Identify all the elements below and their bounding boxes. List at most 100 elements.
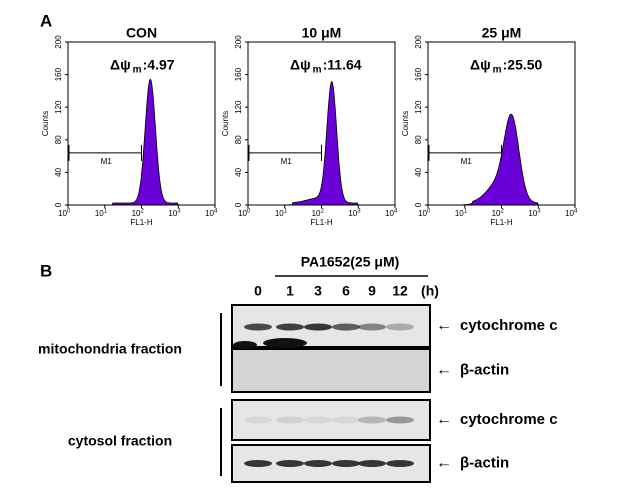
y-tick-label: 120 [234,100,243,114]
band [332,323,360,331]
y-tick-label: 40 [54,167,63,176]
y-tick-label: 0 [234,202,243,207]
band-label: cytochrome c [460,317,558,334]
gate-label: M1 [101,157,113,166]
delta-psi-subscript: m [313,65,322,76]
x-tick-exponent: 4 [394,209,398,215]
delta-psi-value: :25.50 [503,57,543,73]
x-tick-base: 10 [168,209,177,218]
y-axis-label: Counts [41,111,50,136]
y-tick-label: 200 [414,35,423,49]
band [276,460,304,467]
histogram [68,78,215,206]
delta-psi: Δψ [470,57,491,73]
arrow: ← [436,362,452,379]
x-tick-base: 10 [418,209,427,218]
y-tick-label: 120 [54,100,63,114]
x-tick-exponent: 3 [357,209,361,215]
y-tick-label: 0 [414,202,423,207]
panel-label: B [40,261,52,280]
x-tick-exponent: 1 [464,209,468,215]
timepoint: 0 [254,283,262,299]
x-tick-exponent: 4 [574,209,578,215]
y-axis-label: Counts [401,111,410,136]
x-tick-base: 10 [565,209,574,218]
arrow: ← [436,317,452,334]
band [276,323,304,331]
x-tick-exponent: 0 [67,209,71,215]
band [332,416,360,424]
plot-title: 10 μM [302,25,342,41]
timepoint: 3 [314,283,322,299]
x-tick-exponent: 0 [427,209,431,215]
timepoint: 9 [368,283,376,299]
y-tick-label: 80 [54,135,63,144]
x-axis-label: FL1-H [130,218,152,227]
x-tick-exponent: 2 [141,209,145,215]
gate-label: M1 [281,157,293,166]
x-tick-base: 10 [275,209,284,218]
band [304,460,332,467]
fraction-label: mitochondria fraction [38,341,182,357]
timepoint: 1 [286,283,294,299]
band [304,323,332,331]
y-tick-label: 200 [234,35,243,49]
x-tick-base: 10 [132,209,141,218]
y-tick-label: 160 [414,67,423,81]
band [276,416,304,424]
y-tick-label: 80 [234,135,243,144]
x-tick-exponent: 4 [214,209,218,215]
band [244,460,272,467]
x-tick-exponent: 1 [104,209,108,215]
blot [231,399,431,441]
x-tick-base: 10 [312,209,321,218]
band [358,323,386,331]
fraction-label: cytosol fraction [68,433,172,449]
band-label: β-actin [460,361,509,378]
time-unit: (h) [421,283,439,299]
plot-title: 25 μM [482,25,522,41]
y-tick-label: 200 [54,35,63,49]
x-tick-base: 10 [238,209,247,218]
delta-psi-subscript: m [133,65,142,76]
band-label: cytochrome c [460,411,558,428]
smear [263,338,307,348]
band [244,323,272,331]
x-tick-exponent: 2 [501,209,505,215]
band [332,460,360,467]
band-label: β-actin [460,454,509,471]
band [304,416,332,424]
band [358,416,386,424]
band [358,460,386,467]
y-tick-label: 120 [414,100,423,114]
y-tick-label: 80 [414,135,423,144]
band [386,323,414,331]
plot-title: CON [126,25,157,41]
x-tick-base: 10 [455,209,464,218]
delta-psi-subscript: m [493,65,502,76]
delta-psi: Δψ [110,57,131,73]
band [244,416,272,424]
band [386,460,414,467]
smear [233,341,257,349]
x-tick-base: 10 [95,209,104,218]
y-tick-label: 40 [414,167,423,176]
gate-label: M1 [461,157,473,166]
band [386,416,414,424]
y-axis-label: Counts [221,111,230,136]
x-tick-exponent: 2 [321,209,325,215]
x-axis-label: FL1-H [490,218,512,227]
x-tick-exponent: 3 [537,209,541,215]
delta-psi-value: :11.64 [323,57,362,73]
y-tick-label: 160 [54,67,63,81]
treatment: PA1652(25 μM) [301,254,400,270]
x-tick-base: 10 [385,209,394,218]
x-tick-base: 10 [492,209,501,218]
arrow: ← [436,411,452,428]
x-tick-base: 10 [528,209,537,218]
y-tick-label: 0 [54,202,63,207]
x-tick-exponent: 0 [247,209,251,215]
timepoint: 6 [342,283,350,299]
panel-label: A [40,11,52,30]
